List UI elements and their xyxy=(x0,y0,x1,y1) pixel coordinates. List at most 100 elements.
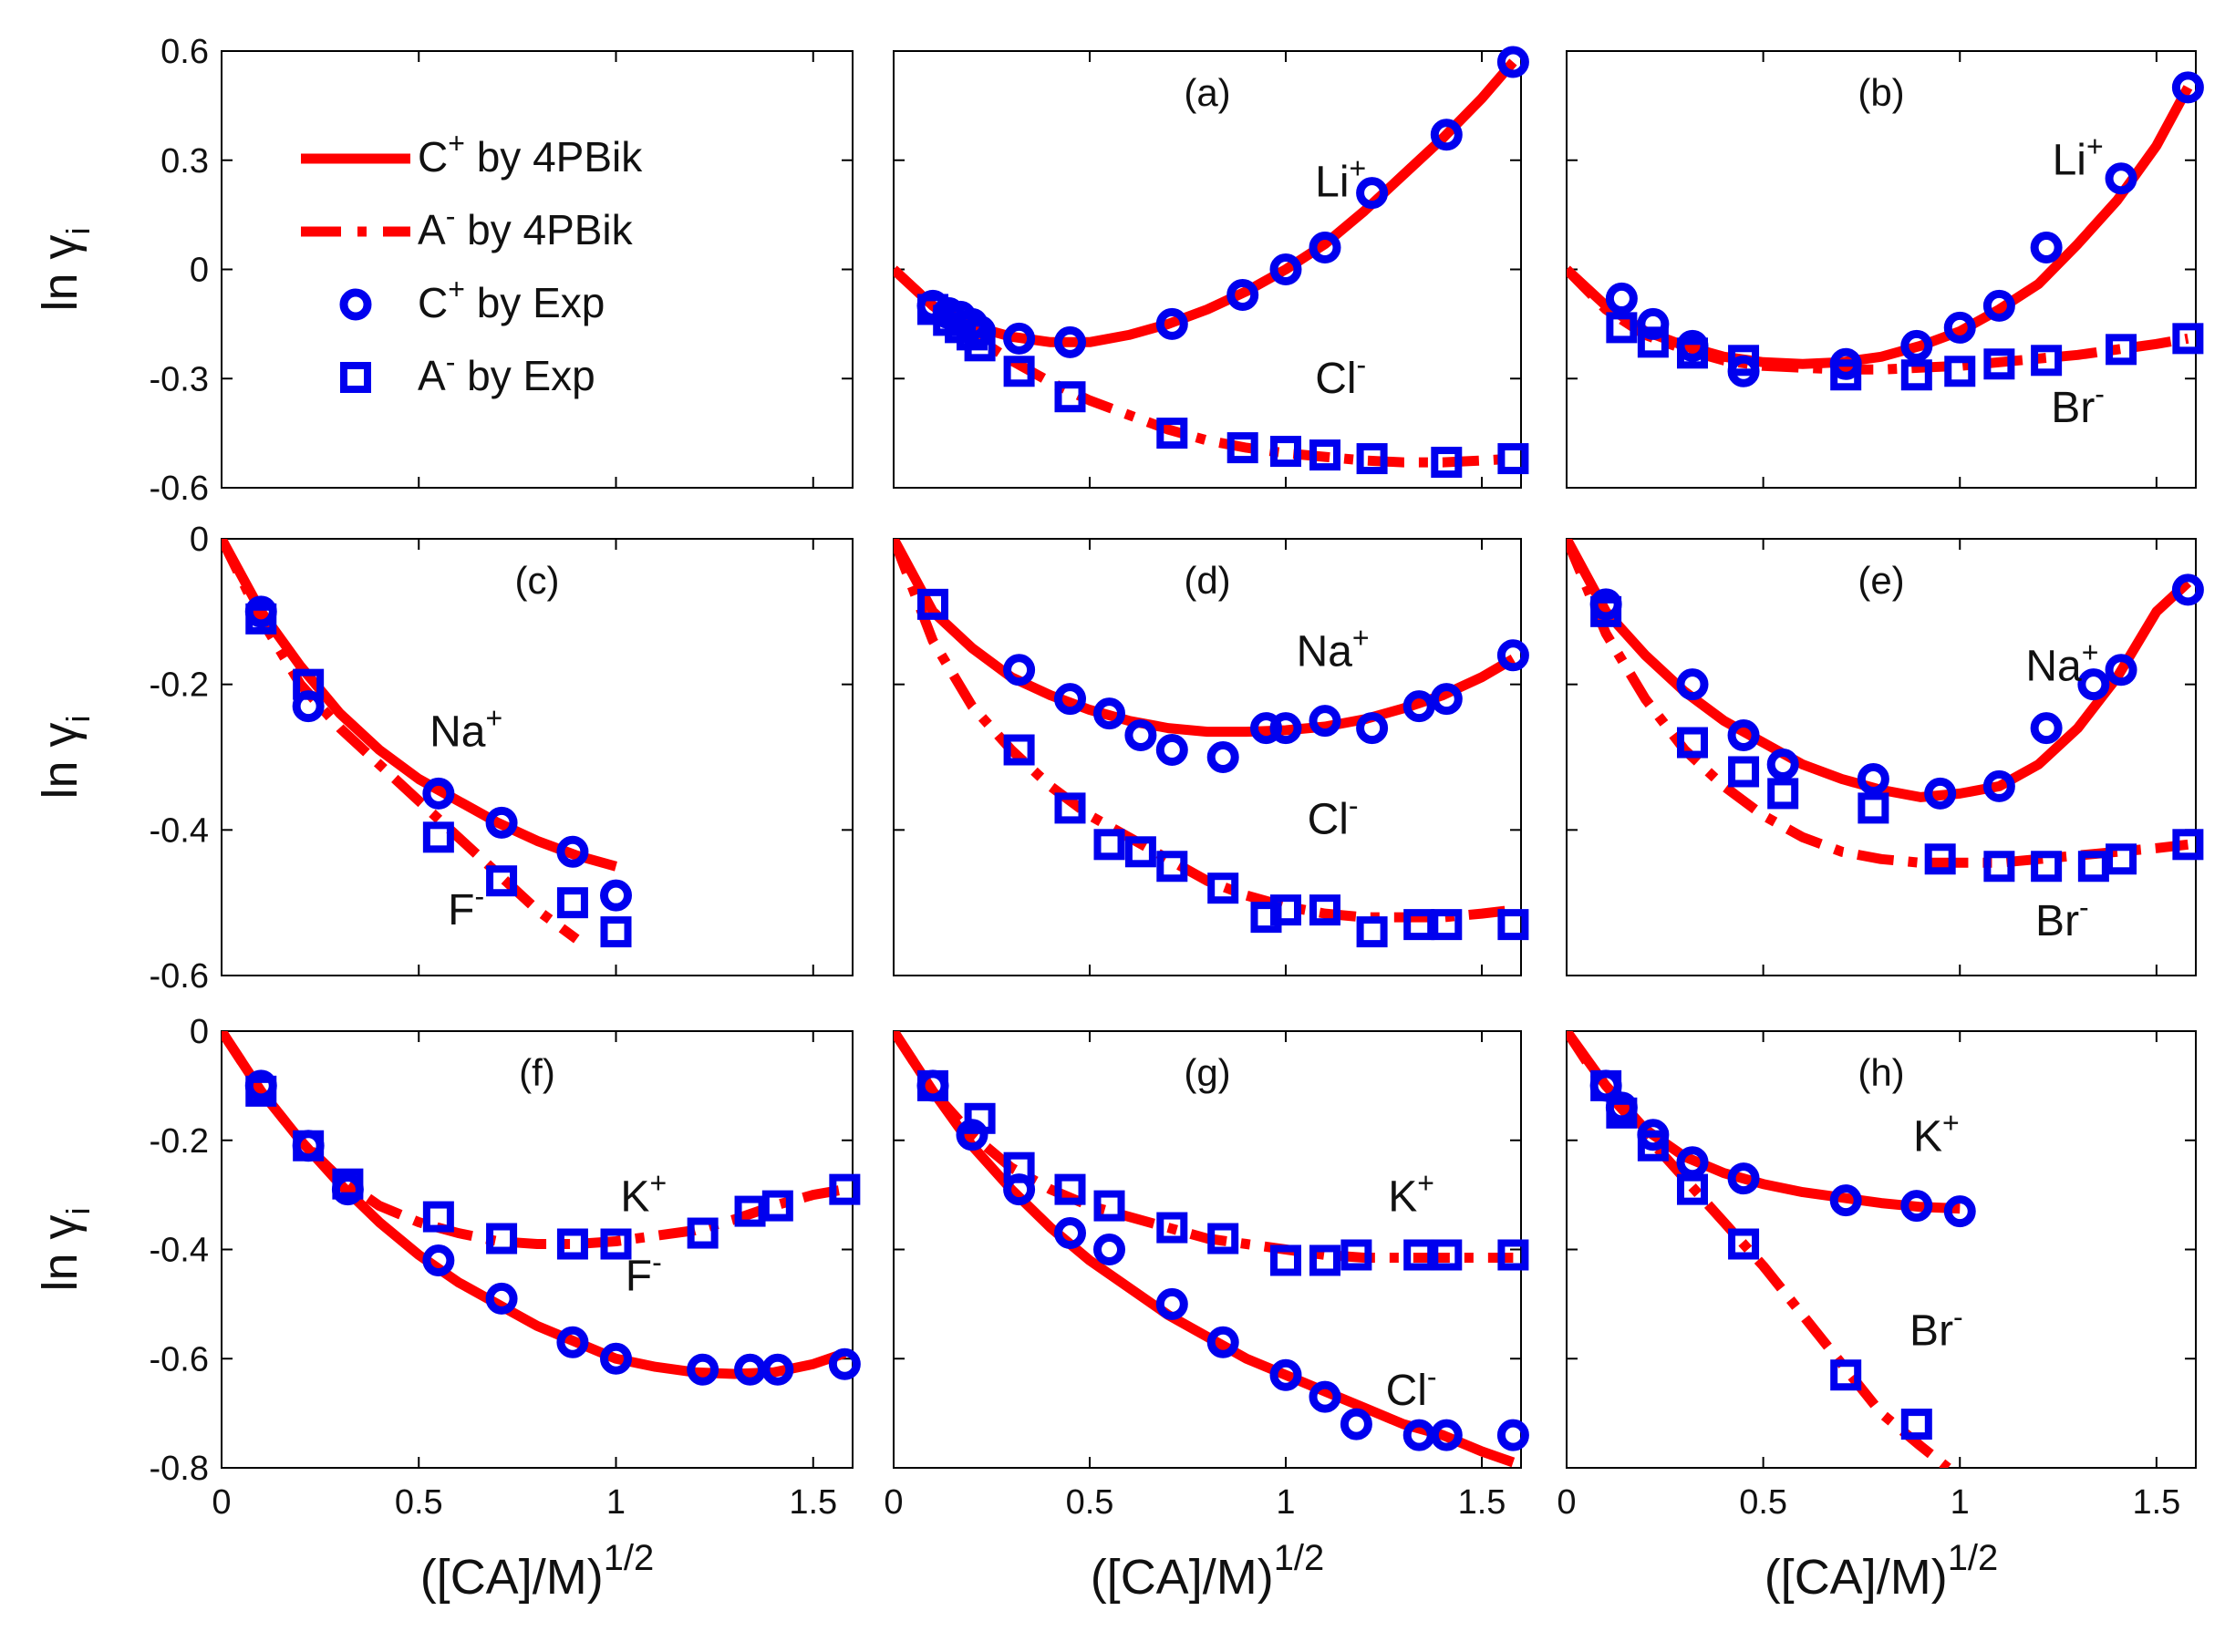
cation-exp-point xyxy=(2105,162,2137,195)
legend-label-sup: - xyxy=(446,200,456,232)
cation-exp-point xyxy=(1003,322,1036,355)
panel-label: (f) xyxy=(519,1051,555,1094)
anion-exp-point xyxy=(1431,909,1463,941)
anion-exp-point xyxy=(1497,909,1529,941)
cation-exp-point xyxy=(2077,668,2110,701)
anion-exp-point xyxy=(422,1201,454,1233)
axes-frame xyxy=(221,538,854,976)
cation-annotation-sup: + xyxy=(1942,1107,1960,1140)
anion-exp-point xyxy=(1858,792,1889,824)
anion-exp-point xyxy=(1309,439,1340,471)
anion-model-line xyxy=(894,539,1515,923)
legend-label-base: C xyxy=(418,133,448,181)
anion-exp-point xyxy=(1431,1239,1463,1271)
anion-annotation: Br- xyxy=(2035,891,2089,945)
anion-exp-point xyxy=(1900,1409,1932,1440)
cation-exp-point xyxy=(1857,762,1889,795)
y-tick-label: -0.3 xyxy=(150,360,209,398)
x-tick-label: 0 xyxy=(212,1483,231,1522)
axes-frame xyxy=(893,50,1522,489)
anion-annotation-sup: - xyxy=(2079,891,2089,924)
anion-exp-point xyxy=(917,588,948,620)
legend-item-A-exp: A- by Exp xyxy=(340,346,595,399)
axes-frame xyxy=(221,50,854,489)
anion-exp-point xyxy=(1156,851,1188,883)
legend-label-rest: by 4PBik xyxy=(455,206,633,253)
x-tick-label: 1 xyxy=(606,1483,626,1522)
anion-exp-point xyxy=(556,887,588,919)
anion-exp-point xyxy=(2077,851,2109,883)
anion-exp-point xyxy=(1124,836,1156,868)
cation-exp-point xyxy=(2171,573,2204,606)
cation-exp-point xyxy=(1943,1195,1976,1228)
anion-annotation: F- xyxy=(626,1245,662,1300)
cation-exp-point xyxy=(1982,769,2015,802)
anion-exp-point xyxy=(1677,727,1708,759)
anion-exp-point xyxy=(2172,323,2204,355)
cation-exp-point xyxy=(1206,1326,1239,1358)
anion-exp-point xyxy=(1156,418,1188,449)
cation-exp-point xyxy=(1155,734,1188,767)
cation-annotation-sup: + xyxy=(1417,1167,1434,1200)
cation-exp-point xyxy=(1309,1380,1341,1413)
y-tick-label: 0.6 xyxy=(160,33,209,71)
cation-annotation-sup: + xyxy=(1352,622,1370,655)
cation-exp-point xyxy=(600,1342,632,1375)
panel-label: (g) xyxy=(1184,1051,1230,1094)
cation-exp-point xyxy=(2030,712,2063,745)
anion-exp-point xyxy=(1003,1151,1035,1183)
cation-exp-point xyxy=(1637,307,1670,340)
cation-exp-point xyxy=(2171,71,2204,104)
cation-annotation: Na+ xyxy=(429,702,502,757)
cation-exp-point xyxy=(1943,311,1976,344)
x-tick-label: 1.5 xyxy=(1458,1483,1506,1522)
cation-model-line xyxy=(894,1031,1516,1468)
cation-annotation: Li+ xyxy=(2053,130,2104,185)
cation-exp-point xyxy=(422,777,455,810)
y-axis-title-sub: i xyxy=(59,1207,97,1214)
anion-exp-point xyxy=(1054,792,1086,824)
anion-exp-point xyxy=(1309,894,1340,926)
anion-exp-point xyxy=(556,1228,588,1260)
legend-label-base: A xyxy=(418,352,446,399)
cation-model-line xyxy=(894,58,1517,347)
y-tick-label: 0.3 xyxy=(160,142,209,181)
anion-exp-point xyxy=(734,1195,766,1227)
anion-exp-point xyxy=(2106,334,2137,366)
anion-exp-point xyxy=(1728,345,1760,377)
x-tick-label: 0.5 xyxy=(1066,1483,1114,1522)
y-tick-label: -0.4 xyxy=(150,811,209,850)
panel-h: 0 0.5 1 1.5 (h)K+ Br- xyxy=(1557,1030,2197,1522)
cation-exp-point xyxy=(422,1244,455,1276)
anion-exp-point xyxy=(1728,756,1760,788)
x-tick-label: 0.5 xyxy=(395,1483,443,1522)
cation-exp-point xyxy=(956,1119,988,1151)
y-tick-label: 0 xyxy=(190,521,209,559)
cation-exp-point xyxy=(1309,705,1341,738)
cation-annotation: K+ xyxy=(620,1167,667,1222)
plot-area xyxy=(222,539,617,944)
anion-exp-point xyxy=(600,916,632,948)
anion-exp-point xyxy=(1270,894,1301,926)
anion-exp-point xyxy=(422,821,454,853)
cation-exp-point xyxy=(1430,683,1463,716)
legend-label-rest: by Exp xyxy=(465,279,605,326)
cation-exp-point xyxy=(1676,668,1709,701)
cation-exp-point xyxy=(485,806,518,839)
anion-exp-point xyxy=(1156,1212,1188,1244)
cation-annotation-base: K xyxy=(1913,1113,1942,1162)
anion-exp-point xyxy=(1356,916,1388,948)
anion-annotation-sup: - xyxy=(1349,789,1359,821)
axes-frame xyxy=(1566,50,2197,489)
cation-exp-point xyxy=(1982,289,2015,322)
cation-exp-point xyxy=(1340,1408,1372,1440)
cation-exp-point xyxy=(1226,278,1259,311)
anion-exp-point xyxy=(486,1223,518,1254)
anion-annotation: Br- xyxy=(2051,377,2105,432)
anion-exp-point xyxy=(1093,1190,1125,1222)
anion-exp-point xyxy=(2172,829,2204,861)
panel-label: (d) xyxy=(1184,559,1230,602)
cation-annotation-sup: + xyxy=(485,702,502,735)
anion-exp-point xyxy=(1677,1173,1708,1205)
